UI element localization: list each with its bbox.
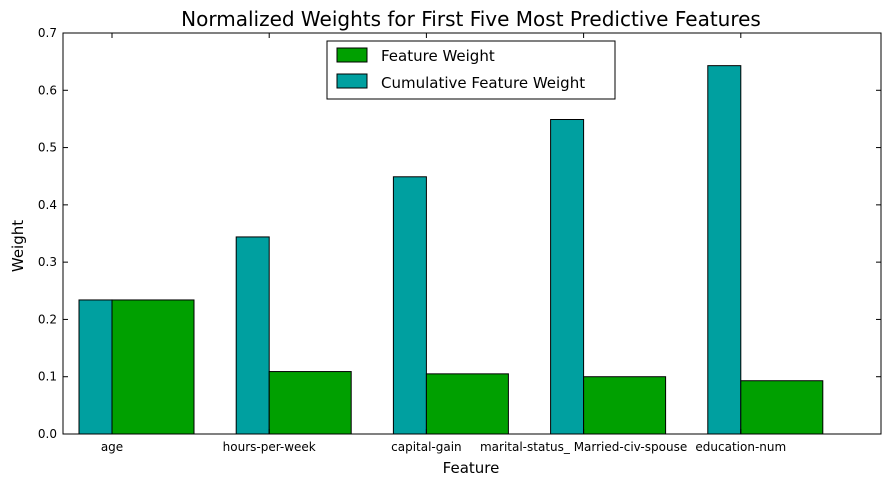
chart-title: Normalized Weights for First Five Most P… (181, 7, 761, 31)
bar-cumulative-weight-0 (78, 299, 113, 435)
y-tick-label: 0.7 (38, 26, 57, 40)
bar-feature-weight-4 (740, 380, 824, 435)
bar-feature-weight-0 (111, 299, 195, 435)
bar-cumulative-weight-2 (392, 176, 427, 435)
legend-label-cumulative-weight: Cumulative Feature Weight (381, 74, 585, 92)
bar-cumulative-weight-3 (550, 119, 585, 435)
legend-swatch-feature-weight (336, 47, 368, 63)
y-tick-label: 0.5 (38, 141, 57, 155)
bar-feature-weight-2 (425, 373, 509, 435)
y-tick-label: 0.0 (38, 427, 57, 441)
x-tick-label: education-num (695, 440, 786, 454)
bar-feature-weight-3 (583, 376, 667, 435)
legend-box (326, 40, 616, 100)
x-tick-label: age (101, 440, 123, 454)
y-tick-label: 0.3 (38, 255, 57, 269)
y-tick-label: 0.2 (38, 312, 57, 326)
y-tick-label: 0.6 (38, 83, 57, 97)
plot-frame (62, 32, 882, 435)
x-tick-label: marital-status_ Married-civ-spouse (480, 440, 687, 454)
bar-cumulative-weight-4 (707, 65, 742, 435)
x-tick-label: capital-gain (391, 440, 462, 454)
legend-swatch-cumulative-weight (336, 73, 368, 89)
y-axis-label: Weight (9, 220, 27, 272)
x-tick-label: hours-per-week (223, 440, 316, 454)
x-axis-label: Feature (443, 459, 500, 477)
legend-label-feature-weight: Feature Weight (381, 47, 495, 65)
y-tick-label: 0.1 (38, 370, 57, 384)
legend: Feature Weight Cumulative Feature Weight (326, 40, 616, 100)
bar-feature-weight-1 (268, 371, 352, 435)
y-tick-label: 0.4 (38, 198, 57, 212)
plot-area: age hours-per-week capital-gain marital-sta… (38, 26, 882, 454)
bar-cumulative-weight-1 (235, 236, 270, 435)
